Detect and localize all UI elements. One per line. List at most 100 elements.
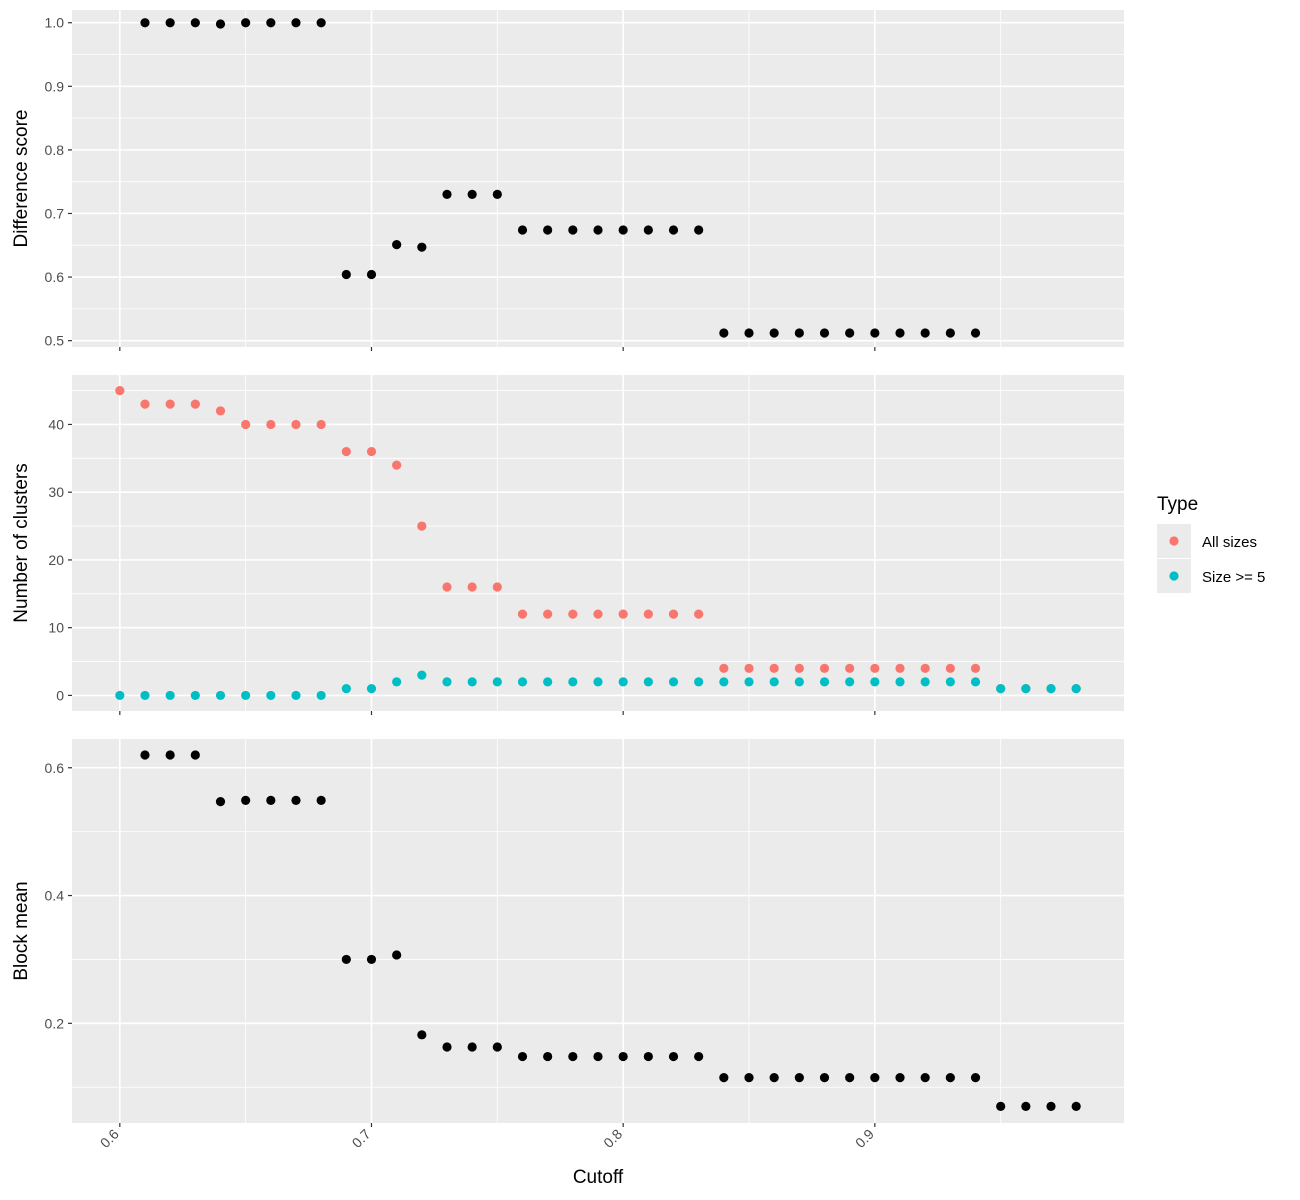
data-point — [341, 684, 351, 694]
data-point — [618, 609, 628, 619]
data-point — [366, 954, 377, 965]
data-point — [895, 663, 905, 673]
data-point — [392, 677, 402, 687]
data-point — [241, 18, 251, 28]
data-point — [794, 328, 804, 338]
data-point — [568, 225, 578, 235]
data-point — [719, 328, 729, 338]
data-point — [1071, 1101, 1081, 1111]
data-point — [744, 328, 754, 338]
data-point — [190, 399, 200, 409]
data-point — [819, 677, 830, 687]
data-point — [140, 18, 150, 28]
data-point — [492, 1042, 502, 1052]
data-point — [366, 446, 377, 457]
data-point — [517, 677, 528, 687]
data-point — [593, 609, 603, 619]
data-point — [241, 419, 251, 430]
data-point — [492, 677, 502, 687]
data-point — [719, 1073, 729, 1083]
data-point — [970, 1073, 981, 1083]
data-point — [895, 1073, 905, 1083]
data-point — [945, 328, 955, 338]
data-point — [895, 677, 905, 687]
data-point — [392, 950, 402, 960]
data-point — [668, 1051, 679, 1062]
data-point — [794, 677, 804, 687]
data-point — [819, 663, 830, 673]
y-tick-label: 0.8 — [45, 142, 65, 158]
legend-item: Size >= 5 — [1157, 559, 1265, 593]
data-point — [215, 19, 226, 29]
data-point — [668, 225, 679, 235]
data-point — [845, 677, 855, 687]
data-point — [467, 582, 477, 592]
points — [115, 385, 1081, 701]
data-point — [442, 677, 452, 687]
y-tick-label: 0.9 — [45, 78, 65, 94]
data-point — [769, 1073, 779, 1083]
data-point — [316, 18, 326, 28]
data-point — [920, 677, 930, 687]
data-point — [115, 690, 125, 701]
data-point — [341, 269, 351, 280]
data-point — [618, 1051, 628, 1062]
data-point — [190, 18, 200, 28]
data-point — [467, 677, 477, 687]
data-point — [392, 460, 402, 470]
data-point — [140, 690, 150, 701]
legend-items: All sizes Size >= 5 — [1157, 524, 1265, 593]
data-point — [870, 677, 880, 687]
y-tick-label: 0.7 — [45, 205, 65, 221]
data-point — [970, 677, 981, 687]
data-point — [543, 609, 553, 619]
y-tick-label: 30 — [48, 484, 64, 500]
y-tick-label: 40 — [48, 416, 64, 432]
data-point — [769, 677, 779, 687]
data-point — [744, 1073, 754, 1083]
data-point — [769, 328, 779, 338]
data-point — [215, 797, 226, 807]
data-point — [291, 795, 301, 805]
data-point — [417, 1030, 427, 1040]
data-point — [215, 406, 226, 416]
block-mean-panel: 0.2 0.4 0.6 Block mean — [11, 739, 1124, 1127]
data-point — [1021, 684, 1031, 694]
data-point — [744, 663, 754, 673]
data-point — [241, 795, 251, 805]
data-point — [694, 609, 704, 619]
y-tick-label: 10 — [48, 620, 64, 636]
data-point — [668, 609, 679, 619]
data-point — [845, 663, 855, 673]
data-point — [442, 189, 452, 199]
data-point — [442, 582, 452, 592]
data-point — [467, 1042, 477, 1052]
data-point — [845, 1073, 855, 1083]
data-point — [719, 663, 729, 673]
y-axis-title: Block mean — [11, 881, 32, 980]
data-point — [417, 242, 427, 252]
data-point — [996, 1101, 1006, 1111]
data-point — [920, 328, 930, 338]
legend-label: Size >= 5 — [1202, 569, 1265, 586]
data-point — [316, 795, 326, 805]
data-point — [341, 954, 351, 965]
data-point — [417, 521, 427, 531]
y-tick-label: 0.6 — [45, 269, 65, 285]
data-point — [996, 684, 1006, 694]
panel-background — [72, 375, 1124, 711]
data-point — [492, 189, 502, 199]
panel-background — [72, 739, 1124, 1123]
data-point — [517, 225, 528, 235]
data-point — [517, 609, 528, 619]
data-point — [140, 399, 150, 409]
data-point — [668, 677, 679, 687]
data-point — [945, 1073, 955, 1083]
data-point — [115, 385, 125, 396]
data-point — [819, 1073, 830, 1083]
data-point — [543, 677, 553, 687]
y-tick-label: 0.4 — [45, 888, 65, 904]
y-axis-title: Difference score — [11, 110, 32, 248]
data-point — [819, 328, 830, 338]
